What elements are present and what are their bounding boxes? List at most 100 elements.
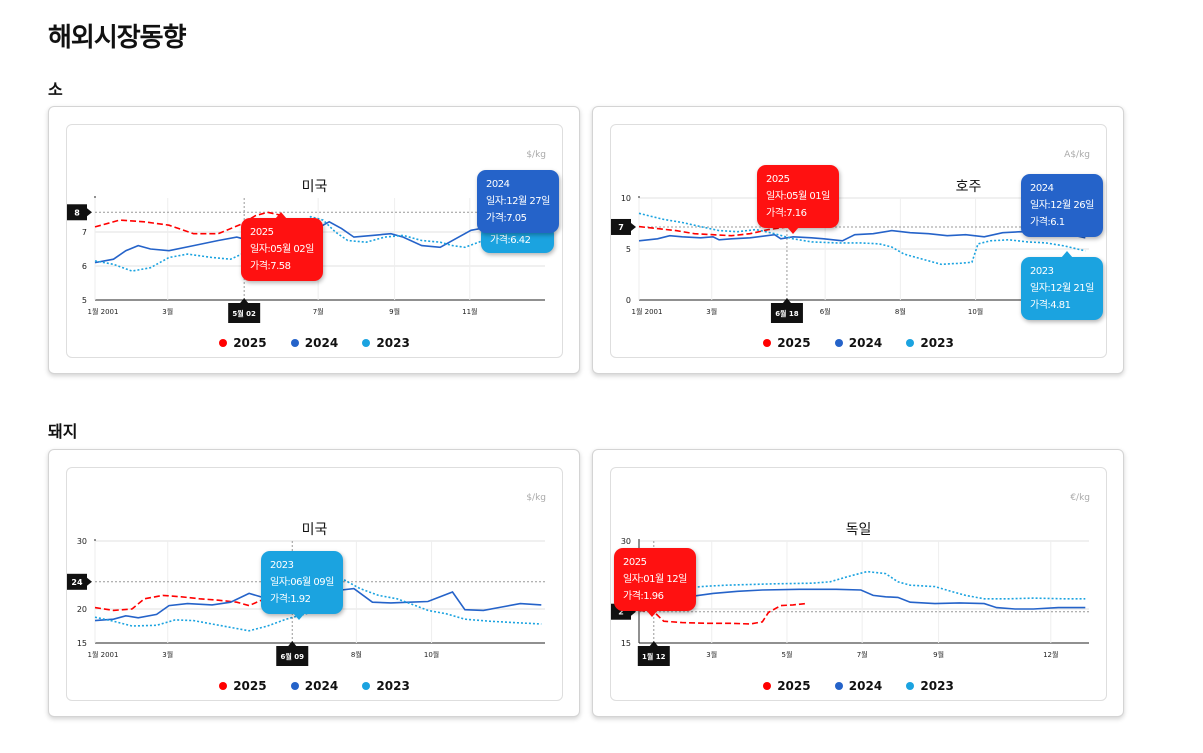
crosshair-x-pointer — [649, 641, 658, 646]
x-tick-label: 12월 — [1043, 650, 1058, 659]
x-tick-label: 3월 — [706, 650, 717, 659]
legend-dot-icon — [290, 682, 299, 690]
y-tick-label: 10 — [621, 194, 631, 203]
crosshair-x-pointer — [288, 641, 297, 646]
x-tick-label: 1월 2001 — [88, 650, 119, 659]
crosshair-y-pointer — [631, 222, 636, 231]
y-tick-label: 5 — [626, 245, 631, 254]
page-title: 해외시장동향 — [48, 23, 187, 53]
chart-plot: 0 5 10 1월 2001 3월 6월 8월 10월 7 6월 18 — [611, 194, 1089, 323]
legend-label: 2024 — [848, 679, 883, 693]
unit-label: $/kg — [526, 150, 546, 160]
chart-panel: $/kg 미국 15 20 30 1월 2001 3월 8월 10월 24 6월 09 2023… — [66, 467, 563, 701]
tooltip-date: 일자:12월 21일 — [1030, 283, 1094, 294]
tooltip-date: 일자:12월 26일 — [1030, 200, 1094, 211]
x-tick-label: 3월 — [706, 307, 717, 316]
crosshair-y-label: 8 — [74, 208, 80, 217]
tooltip-year: 2024 — [1030, 183, 1054, 194]
chart-legend: 2025 2024 2023 — [67, 336, 562, 350]
legend-item-2023[interactable]: 2023 — [362, 336, 410, 350]
crosshair-x-label: 5월 02 — [232, 309, 256, 318]
crosshair-y-box — [67, 573, 87, 590]
chart-legend: 2025 2024 2023 — [611, 336, 1106, 350]
x-tick-label: 3월 — [162, 650, 173, 659]
chart-card-pig-us: $/kg 미국 15 20 30 1월 2001 3월 8월 10월 24 6월 09 2023… — [48, 449, 580, 717]
tooltip-year: 2025 — [623, 557, 647, 568]
legend-label: 2025 — [777, 679, 811, 693]
crosshair-x-box — [637, 646, 670, 666]
tooltip-2025: 2025 일자:01월 12일 가격:1.96 — [614, 548, 696, 617]
tooltip-arrow — [293, 613, 305, 620]
legend-dot-icon — [219, 682, 228, 690]
crosshair-y-box — [611, 218, 631, 235]
chart-legend: 2025 2024 2023 — [67, 679, 562, 693]
tooltip-date: 일자:05월 02일 — [250, 244, 314, 255]
tooltip-date: 일자:05월 01일 — [766, 191, 830, 202]
legend-item-2024[interactable]: 2024 — [834, 679, 883, 693]
y-tick-label: 15 — [77, 639, 87, 648]
crosshair-y-pointer — [87, 577, 92, 586]
legend-label: 2025 — [233, 336, 267, 350]
tooltip-2024: 2024 일자:12월 27일 가격:7.05 — [477, 170, 559, 233]
legend-item-2023[interactable]: 2023 — [362, 679, 410, 693]
tooltip-date: 일자:01월 12일 — [623, 574, 687, 585]
series-line-2024 — [638, 229, 1086, 242]
crosshair-x-label: 6월 18 — [775, 309, 799, 318]
legend-item-2025[interactable]: 2025 — [219, 679, 267, 693]
x-tick-label: 10월 — [968, 307, 983, 316]
legend-label: 2023 — [376, 336, 410, 350]
legend-label: 2023 — [920, 679, 954, 693]
legend-item-2023[interactable]: 2023 — [906, 336, 954, 350]
tooltip-year: 2025 — [250, 227, 274, 238]
x-tick-label: 9월 — [933, 650, 944, 659]
tooltip-price: 가격:1.96 — [623, 591, 664, 602]
chart-card-pig-de: €/kg 독일 1520303월5월7월9월12월21월 12 2025 일자:… — [592, 449, 1124, 717]
chart-plot: 1520303월5월7월9월12월21월 12 — [611, 537, 1089, 666]
tooltip-arrow — [1061, 251, 1073, 258]
tooltip-2023: 2023 일자:06월 09일 가격:1.92 — [261, 551, 343, 620]
tooltip-arrow — [646, 610, 658, 617]
legend-label: 2025 — [233, 679, 267, 693]
legend-dot-icon — [219, 339, 228, 347]
tooltip-year: 2024 — [486, 179, 510, 190]
legend-dot-icon — [906, 339, 915, 347]
legend-dot-icon — [834, 682, 843, 690]
legend-dot-icon — [763, 682, 772, 690]
tooltip-2023: 2023 일자:12월 21일 가격:4.81 — [1021, 251, 1103, 320]
crosshair-y-label: 24 — [71, 578, 83, 587]
tooltip-year: 2023 — [270, 560, 294, 571]
legend-item-2025[interactable]: 2025 — [219, 336, 267, 350]
series-line-2023 — [638, 212, 1086, 266]
legend-item-2024[interactable]: 2024 — [290, 336, 338, 350]
tooltip-price: 가격:4.81 — [1030, 300, 1071, 311]
tooltip-price: 가격:7.05 — [486, 213, 527, 224]
legend-item-2023[interactable]: 2023 — [906, 679, 954, 693]
x-tick-label: 8월 — [895, 307, 906, 316]
legend-item-2024[interactable]: 2024 — [834, 336, 882, 350]
crosshair-x-box — [228, 303, 261, 323]
chart-panel: €/kg 독일 1520303월5월7월9월12월21월 12 2025 일자:… — [610, 467, 1107, 701]
legend-item-2025[interactable]: 2025 — [763, 336, 811, 350]
y-tick-label: 6 — [82, 262, 87, 271]
x-tick-label: 11월 — [462, 307, 477, 316]
series-line-2024 — [638, 588, 1086, 610]
legend-item-2025[interactable]: 2025 — [763, 679, 811, 693]
crosshair-x-pointer — [240, 298, 249, 303]
x-tick-label: 9월 — [389, 307, 400, 316]
tooltip-year: 2023 — [1030, 266, 1054, 277]
y-tick-label: 30 — [621, 537, 631, 546]
legend-item-2024[interactable]: 2024 — [290, 679, 339, 693]
chart-panel: $/kg 미국 5 6 7 1월 2001 3월 7월 9월 11월 8 5월 02 2025 일… — [66, 124, 563, 358]
legend-label: 2024 — [304, 679, 339, 693]
tooltip-2024: 2024 일자:12월 26일 가격:6.1 — [1021, 174, 1103, 237]
chart-card-cattle-us: $/kg 미국 5 6 7 1월 2001 3월 7월 9월 11월 8 5월 02 2025 일… — [48, 106, 580, 374]
series-line-2025 — [94, 594, 262, 612]
tooltip-date: 일자:06월 09일 — [270, 577, 334, 588]
legend-dot-icon — [763, 339, 772, 347]
tooltip-year: 2025 — [766, 174, 790, 185]
crosshair-x-pointer — [782, 298, 791, 303]
y-tick-label: 20 — [77, 605, 87, 614]
x-tick-label: 3월 — [162, 307, 173, 316]
x-tick-label: 5월 — [781, 650, 792, 659]
chart-title: 미국 — [301, 522, 328, 538]
